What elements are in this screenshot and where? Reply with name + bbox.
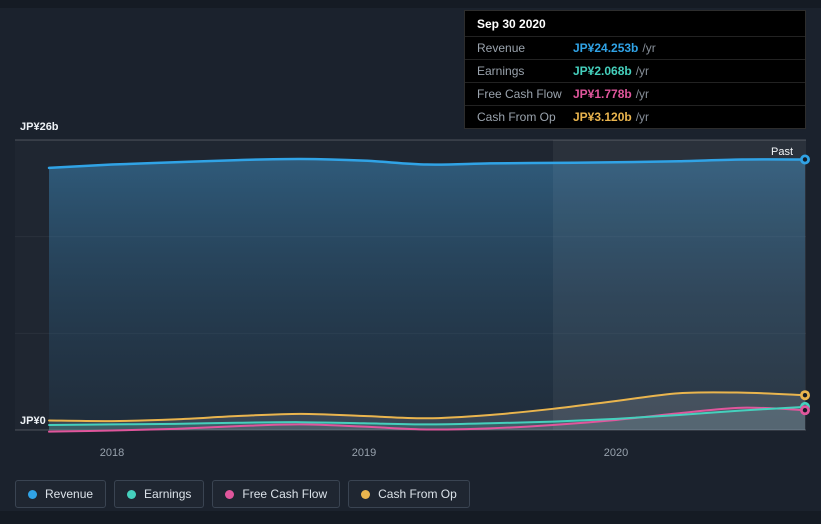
tooltip-value-revenue: JP¥24.253b bbox=[573, 41, 639, 55]
top-edge-band bbox=[0, 0, 821, 8]
legend-item-cash-from-op[interactable]: Cash From Op bbox=[348, 480, 470, 508]
legend-item-free-cash-flow[interactable]: Free Cash Flow bbox=[212, 480, 341, 508]
y-axis-zero-label: JP¥0 bbox=[20, 415, 46, 427]
tooltip-row-earnings: Earnings JP¥2.068b /yr bbox=[465, 59, 805, 82]
tooltip-row-free-cash-flow: Free Cash Flow JP¥1.778b /yr bbox=[465, 82, 805, 105]
revenue-series-dot-icon bbox=[28, 489, 37, 499]
tooltip-value-earnings: JP¥2.068b bbox=[573, 64, 632, 78]
x-tick-2019: 2019 bbox=[351, 447, 377, 459]
past-region-label: Past bbox=[771, 146, 794, 158]
tooltip-row-revenue: Revenue JP¥24.253b /yr bbox=[465, 36, 805, 59]
legend-item-revenue[interactable]: Revenue bbox=[15, 480, 107, 508]
chart-legend: Revenue Earnings Free Cash Flow Cash Fro… bbox=[15, 480, 470, 508]
legend-label-earnings: Earnings bbox=[144, 487, 192, 501]
tooltip-suffix-free-cash-flow: /yr bbox=[635, 87, 650, 101]
tooltip-label-revenue: Revenue bbox=[477, 41, 526, 55]
legend-label-cash-from-op: Cash From Op bbox=[378, 487, 457, 501]
legend-label-free-cash-flow: Free Cash Flow bbox=[242, 487, 328, 501]
earnings-revenue-history-chart[interactable] bbox=[0, 0, 821, 470]
tooltip-row-cash-from-op: Cash From Op JP¥3.120b /yr bbox=[465, 105, 805, 128]
cash-from-op-series-dot-icon bbox=[361, 489, 371, 499]
y-axis-max-label: JP¥26b bbox=[20, 121, 59, 133]
earnings-series-dot-icon bbox=[127, 489, 137, 499]
tooltip-label-cash-from-op: Cash From Op bbox=[477, 110, 556, 124]
tooltip-label-earnings: Earnings bbox=[477, 64, 525, 78]
legend-label-revenue: Revenue bbox=[45, 487, 94, 501]
tooltip-suffix-earnings: /yr bbox=[635, 64, 650, 78]
x-tick-2018: 2018 bbox=[99, 447, 125, 459]
tooltip-value-free-cash-flow: JP¥1.778b bbox=[573, 87, 632, 101]
legend-item-earnings[interactable]: Earnings bbox=[114, 480, 205, 508]
tooltip-value-cash-from-op: JP¥3.120b bbox=[573, 110, 632, 124]
free-cash-flow-series-dot-icon bbox=[225, 489, 235, 499]
bottom-edge-band bbox=[0, 511, 821, 524]
chart-tooltip: Sep 30 2020 Revenue JP¥24.253b /yr Earni… bbox=[464, 10, 806, 129]
tooltip-suffix-revenue: /yr bbox=[642, 41, 656, 55]
tooltip-suffix-cash-from-op: /yr bbox=[635, 110, 650, 124]
x-tick-2020: 2020 bbox=[603, 447, 629, 459]
tooltip-label-free-cash-flow: Free Cash Flow bbox=[477, 87, 562, 101]
tooltip-date: Sep 30 2020 bbox=[477, 17, 546, 31]
